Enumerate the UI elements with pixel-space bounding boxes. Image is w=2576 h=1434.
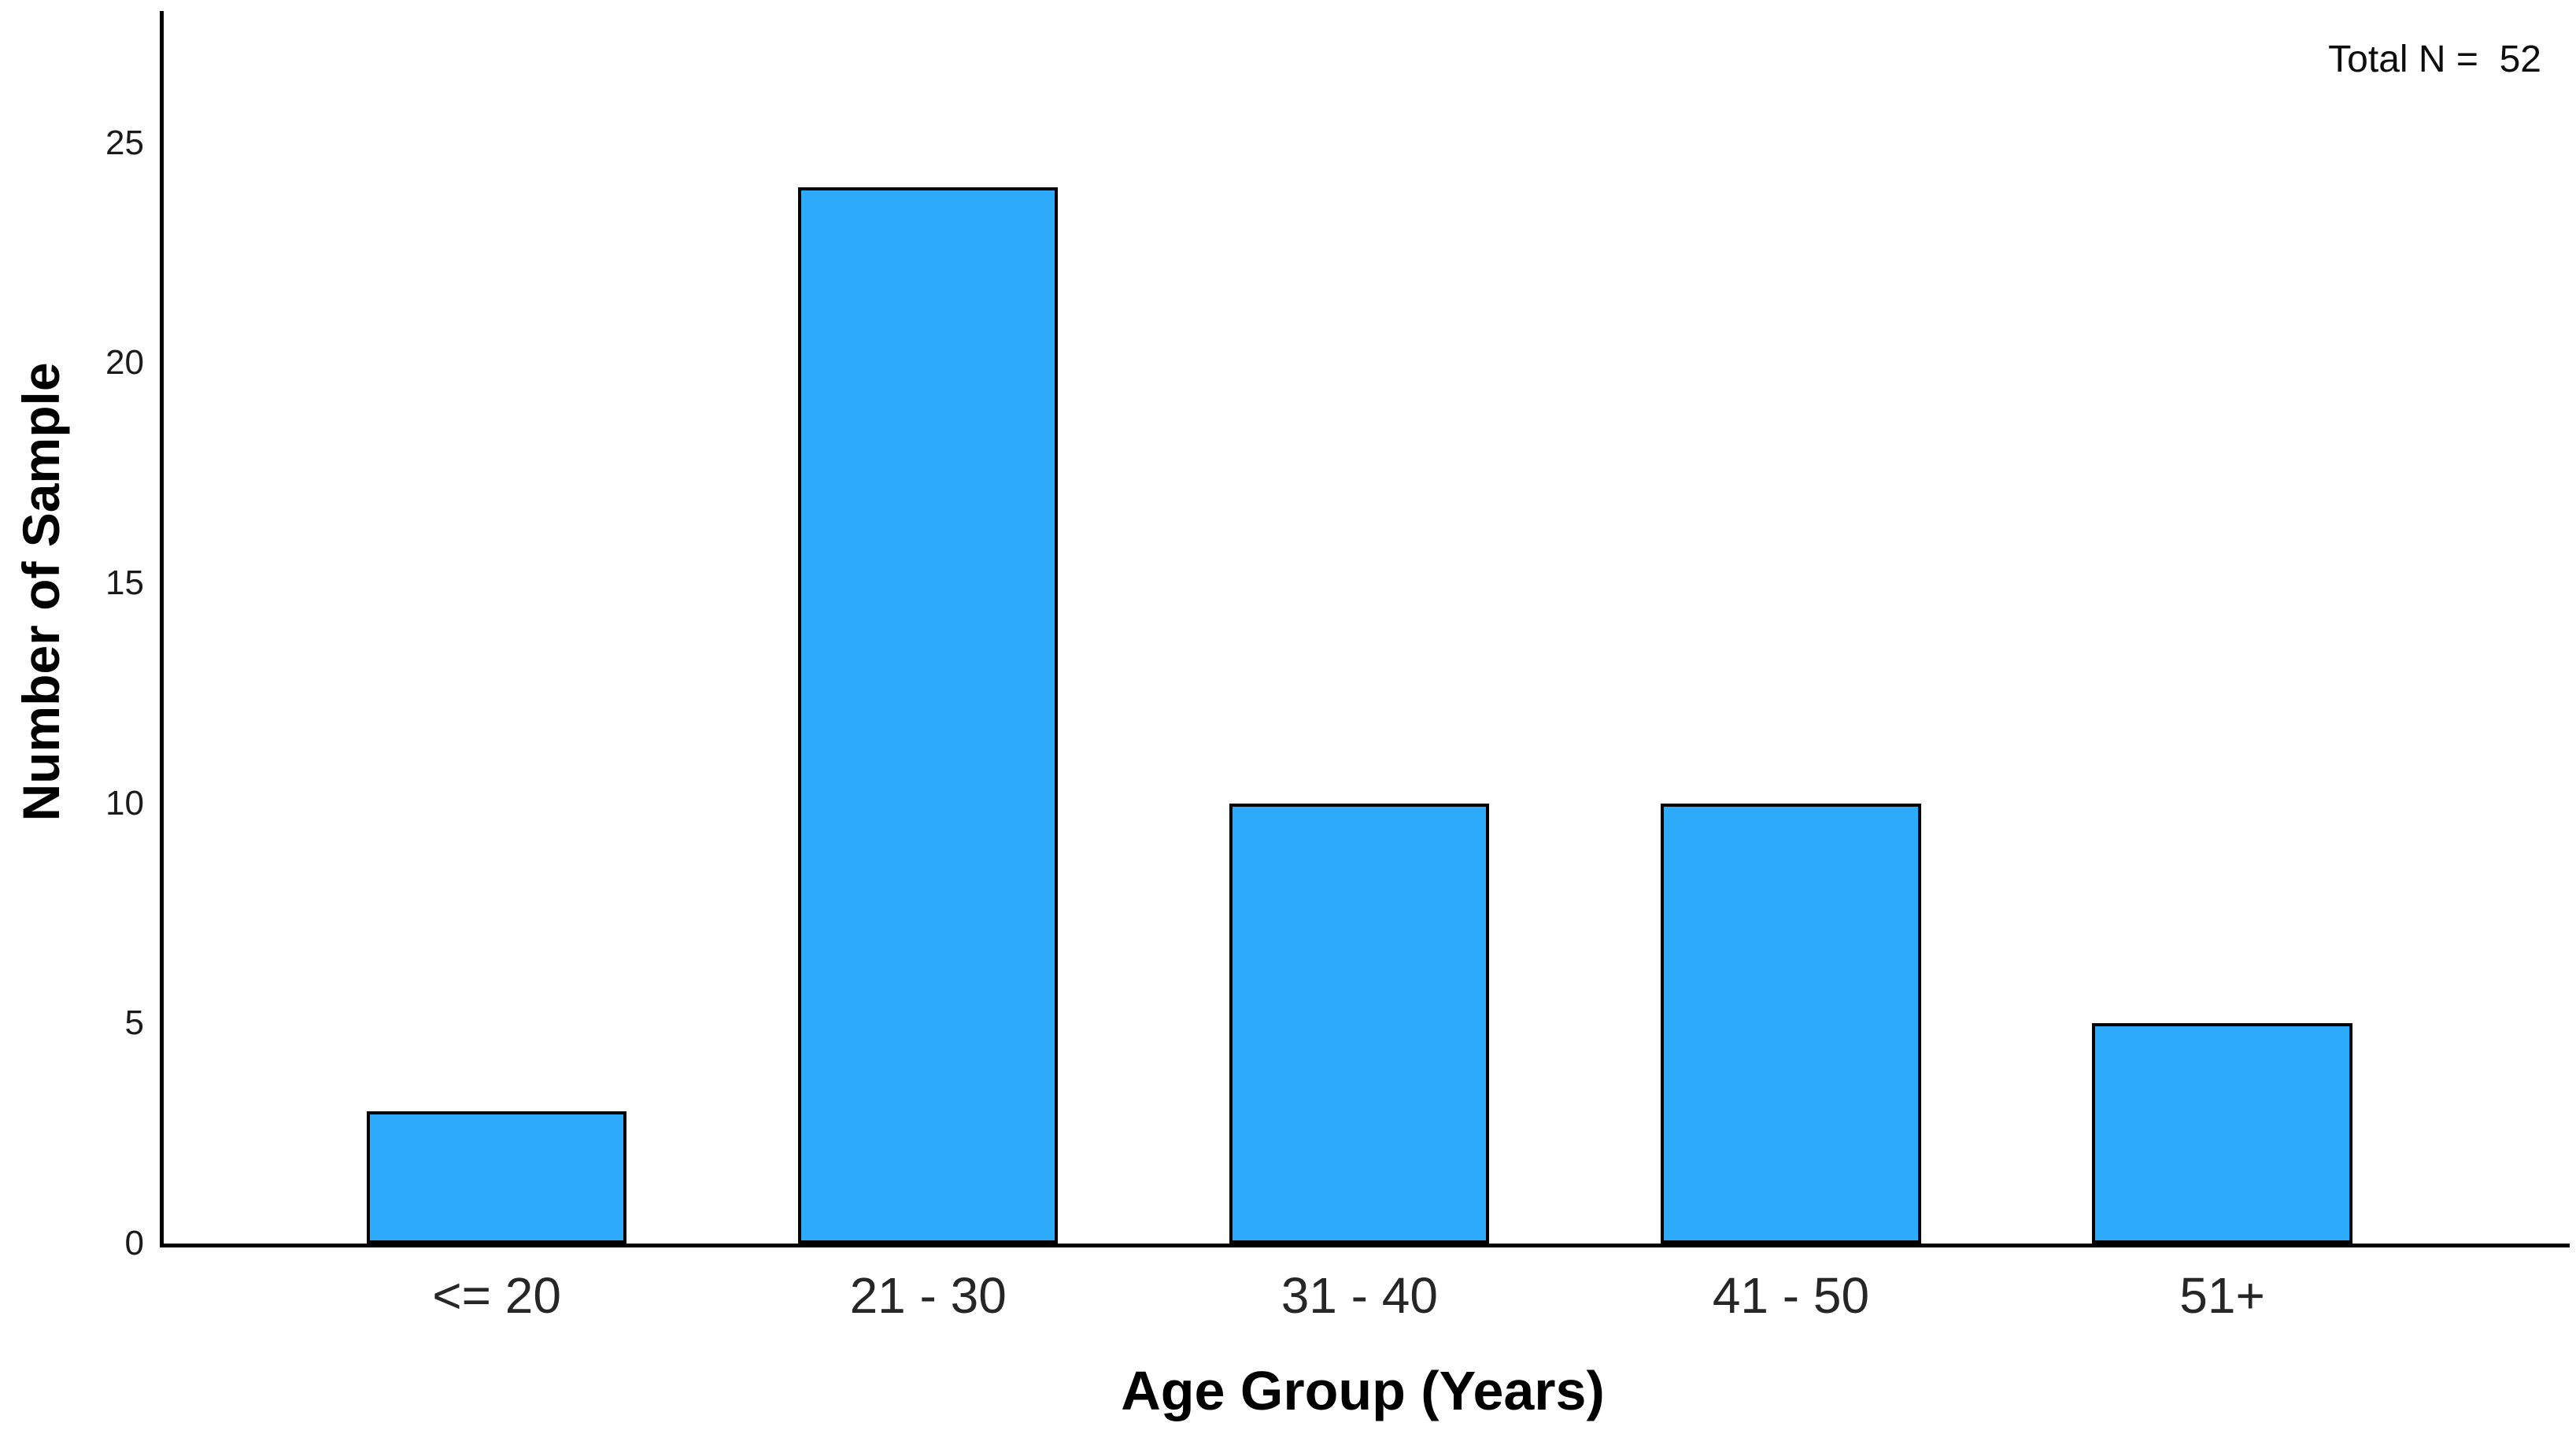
y-tick-label: 25 <box>105 123 144 162</box>
y-tick-label: 15 <box>105 564 144 603</box>
x-tick-label: 41 - 50 <box>1712 1267 1870 1324</box>
bar <box>798 187 1059 1244</box>
total-n-annotation: Total N = 52 <box>2328 39 2541 80</box>
bar <box>1229 803 1490 1244</box>
y-tick-label: 10 <box>105 783 144 822</box>
x-tick-label: 31 - 40 <box>1281 1267 1438 1324</box>
x-tick-label: <= 20 <box>432 1267 561 1324</box>
bar <box>2092 1023 2352 1244</box>
x-tick-label: 51+ <box>2179 1267 2265 1324</box>
y-tick-label: 0 <box>124 1224 144 1262</box>
x-axis-title: Age Group (Years) <box>1121 1360 1605 1421</box>
y-tick-label: 5 <box>124 1003 144 1043</box>
bar <box>1661 803 1921 1244</box>
bar <box>367 1111 627 1244</box>
y-axis-title: Number of Sample <box>12 362 70 822</box>
plot-area: 0 5 10 15 20 25 <= 20 21 - 30 31 - 40 41 - 50 51+ <box>105 11 2570 1321</box>
x-tick-label: 21 - 30 <box>849 1267 1007 1324</box>
y-tick-label: 20 <box>105 343 144 383</box>
